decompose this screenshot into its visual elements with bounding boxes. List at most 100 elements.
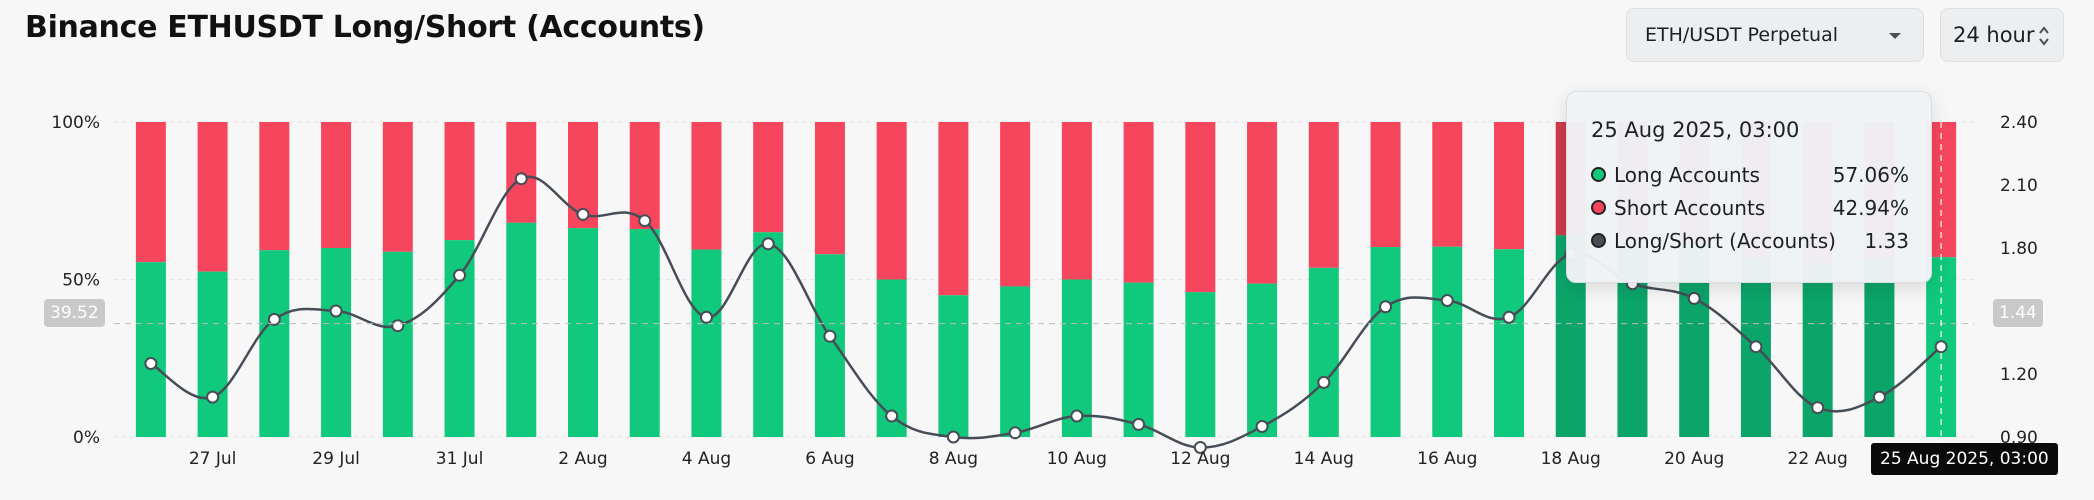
short-bar: [1370, 122, 1401, 248]
long-bar: [506, 222, 537, 437]
symbol-select[interactable]: ETH/USDT Perpetual: [1626, 8, 1924, 62]
ratio-point: [761, 237, 775, 251]
crosshair-right-axis-label: 1.44: [1993, 299, 2043, 327]
x-tick-label: 18 Aug: [1541, 449, 1601, 469]
long-bar: [1123, 282, 1154, 437]
short-bar: [1247, 122, 1278, 284]
short-bar: [259, 122, 290, 251]
ratio-point: [453, 268, 467, 282]
x-tick-label: 4 Aug: [682, 449, 731, 469]
short-bar: [382, 122, 413, 252]
ratio-point: [1193, 441, 1207, 454]
long-bar: [1494, 249, 1524, 437]
ratio-point: [1255, 420, 1269, 433]
x-tick-label: 8 Aug: [929, 449, 978, 469]
long-bar: [1308, 267, 1339, 437]
ratio-point: [576, 207, 590, 221]
long-bar: [1432, 246, 1463, 437]
chart-tooltip: 25 Aug 2025, 03:00 Long Accounts 57.06% …: [1566, 91, 1932, 283]
page-title: Binance ETHUSDT Long/Short (Accounts): [25, 10, 705, 45]
ratio-point: [1687, 291, 1701, 305]
short-bar: [1123, 122, 1154, 283]
short-dot-icon: [1591, 200, 1606, 215]
long-bar: [568, 228, 598, 437]
long-bar: [1185, 292, 1216, 437]
long-bar: [1370, 247, 1401, 437]
tooltip-row-ratio: Long/Short (Accounts) 1.33: [1591, 224, 1909, 257]
x-tick-label: 2 Aug: [558, 449, 607, 469]
symbol-select-value: ETH/USDT Perpetual: [1645, 24, 1838, 46]
long-bar: [691, 249, 722, 437]
x-tick-label: 16 Aug: [1417, 449, 1477, 469]
period-select[interactable]: 24 hour: [1940, 8, 2064, 62]
x-tick-label: 31 Jul: [436, 449, 484, 469]
ratio-point: [699, 310, 713, 324]
short-bar: [753, 122, 784, 233]
tooltip-row-long: Long Accounts 57.06%: [1591, 158, 1909, 191]
ratio-point: [1502, 310, 1516, 324]
ratio-point: [638, 214, 652, 228]
chevron-down-icon: [1889, 33, 1901, 39]
x-tick-label: 20 Aug: [1664, 449, 1724, 469]
ratio-point: [946, 430, 960, 444]
ratio-point: [514, 172, 528, 186]
short-bar: [938, 122, 969, 296]
x-tick-label: 12 Aug: [1170, 449, 1230, 469]
short-bar: [1000, 122, 1031, 287]
long-bar: [382, 251, 413, 437]
tooltip-value: 57.06%: [1832, 162, 1909, 187]
long-bar: [321, 248, 352, 437]
short-bar: [1185, 122, 1216, 293]
long-bar: [259, 250, 290, 437]
short-bar: [1432, 122, 1463, 247]
ratio-point: [1317, 375, 1331, 389]
x-tick-label: 14 Aug: [1294, 449, 1354, 469]
y-left-tick-label: 0%: [73, 428, 100, 448]
period-select-value: 24 hour: [1953, 23, 2035, 47]
tooltip-row-short: Short Accounts 42.94%: [1591, 191, 1909, 224]
ratio-point: [1440, 294, 1454, 307]
ratio-point: [1811, 401, 1825, 415]
short-bar: [629, 122, 660, 230]
short-bar: [135, 122, 166, 263]
long-bar: [753, 232, 784, 437]
short-bar: [197, 122, 228, 272]
x-tick-label: 29 Jul: [312, 449, 360, 469]
short-bar: [1061, 122, 1092, 280]
x-tick-label: 22 Aug: [1788, 449, 1848, 469]
short-bar: [1308, 122, 1339, 268]
ratio-point: [1872, 390, 1886, 404]
short-bar: [1494, 122, 1524, 250]
short-bar: [691, 122, 722, 250]
ratio-point: [391, 319, 405, 333]
tooltip-label: Long Accounts: [1614, 162, 1760, 187]
long-bar: [938, 295, 969, 437]
short-bar: [876, 122, 907, 280]
y-left-tick-label: 50%: [62, 271, 100, 291]
tooltip-label: Long/Short (Accounts): [1614, 228, 1836, 253]
ratio-point: [823, 329, 837, 343]
y-left-tick-label: 100%: [51, 113, 100, 133]
updown-chevron-icon: [2039, 26, 2049, 46]
long-bar: [629, 229, 660, 437]
x-tick-label: 6 Aug: [805, 449, 854, 469]
long-bar: [1864, 260, 1895, 437]
short-bar: [321, 122, 352, 248]
ratio-point: [1749, 340, 1763, 354]
x-tick-label: 10 Aug: [1047, 449, 1107, 469]
y-right-tick-label: 1.20: [2000, 365, 2038, 385]
short-bar: [814, 122, 845, 255]
ratio-point: [885, 409, 899, 423]
long-bar: [197, 271, 228, 437]
tooltip-label: Short Accounts: [1614, 195, 1766, 220]
long-bar: [814, 254, 845, 437]
y-right-tick-label: 2.10: [2000, 176, 2038, 196]
crosshair-left-axis-label: 39.52: [44, 299, 105, 327]
ratio-point: [329, 304, 343, 318]
ratio-point: [1008, 426, 1022, 440]
long-bar: [1000, 286, 1031, 437]
tooltip-value: 1.33: [1864, 228, 1909, 253]
long-dot-icon: [1591, 167, 1606, 182]
ratio-point: [144, 357, 158, 370]
ratio-point: [206, 390, 220, 404]
